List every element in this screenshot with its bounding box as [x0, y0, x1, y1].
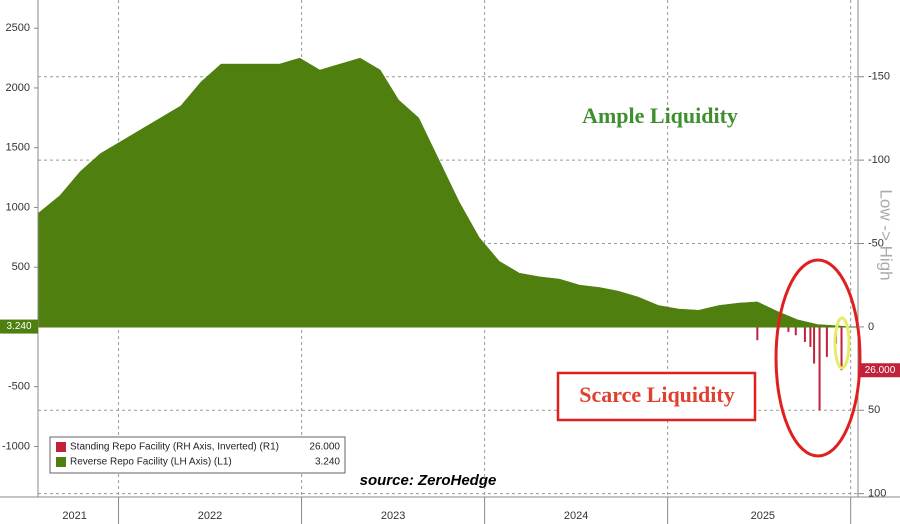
legend-label: Standing Repo Facility (RH Axis, Inverte…	[70, 442, 279, 453]
y2-tick-label: 50	[868, 404, 880, 416]
y-tick-label: -1000	[2, 440, 30, 452]
highlight-ellipse	[774, 258, 862, 458]
last-value-marker	[860, 363, 900, 378]
x-tick-label: 2024	[564, 510, 588, 522]
legend-value: 3.240	[315, 457, 340, 468]
right-axis-title: Low -> High	[877, 189, 896, 280]
annotation-box	[556, 371, 757, 422]
y2-tick-label: 0	[868, 321, 874, 333]
y2-tick-label: -100	[868, 154, 890, 166]
x-tick-label: 2025	[751, 510, 775, 522]
x-tick-label: 2023	[381, 510, 405, 522]
legend-box	[49, 436, 346, 474]
y2-tick-label: 100	[868, 488, 886, 500]
y2-tick-label: -150	[868, 71, 890, 83]
source: source: ZeroHedge	[360, 472, 497, 489]
y-tick-label: -500	[8, 381, 30, 393]
y-tick-label: 1000	[6, 201, 30, 213]
legend-swatch	[56, 442, 66, 452]
area	[37, 57, 848, 328]
x-tick-label: 2022	[198, 510, 222, 522]
y-tick-label: 2500	[6, 22, 30, 34]
last-value-label: 3.240	[6, 321, 31, 332]
x-tick-label: 2021	[62, 510, 86, 522]
y-tick-label: 500	[12, 261, 30, 273]
legend: Standing Repo Facility (RH Axis, Inverte…	[49, 436, 346, 474]
highlight-ellipse	[833, 316, 851, 370]
annotation: Ample Liquidity	[582, 103, 738, 128]
legend-swatch	[56, 457, 66, 467]
y-tick-label: 1500	[6, 142, 30, 154]
last-value-label: 26.000	[865, 365, 896, 376]
y-tick-label: 2000	[6, 82, 30, 94]
legend-value: 26.000	[309, 442, 340, 453]
last-value-marker	[0, 319, 38, 334]
plot-area	[37, 0, 858, 497]
legend-label: Reverse Repo Facility (LH Axis) (L1)	[70, 457, 232, 468]
annotation: Scarce Liquidity	[579, 382, 734, 407]
y2-tick-label: -50	[868, 237, 884, 249]
